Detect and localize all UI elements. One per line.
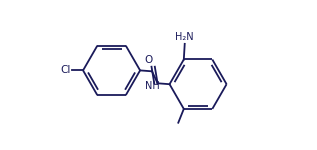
Text: Cl: Cl <box>61 65 71 75</box>
Text: NH: NH <box>145 81 160 92</box>
Text: O: O <box>145 55 153 65</box>
Text: H₂N: H₂N <box>175 32 194 42</box>
